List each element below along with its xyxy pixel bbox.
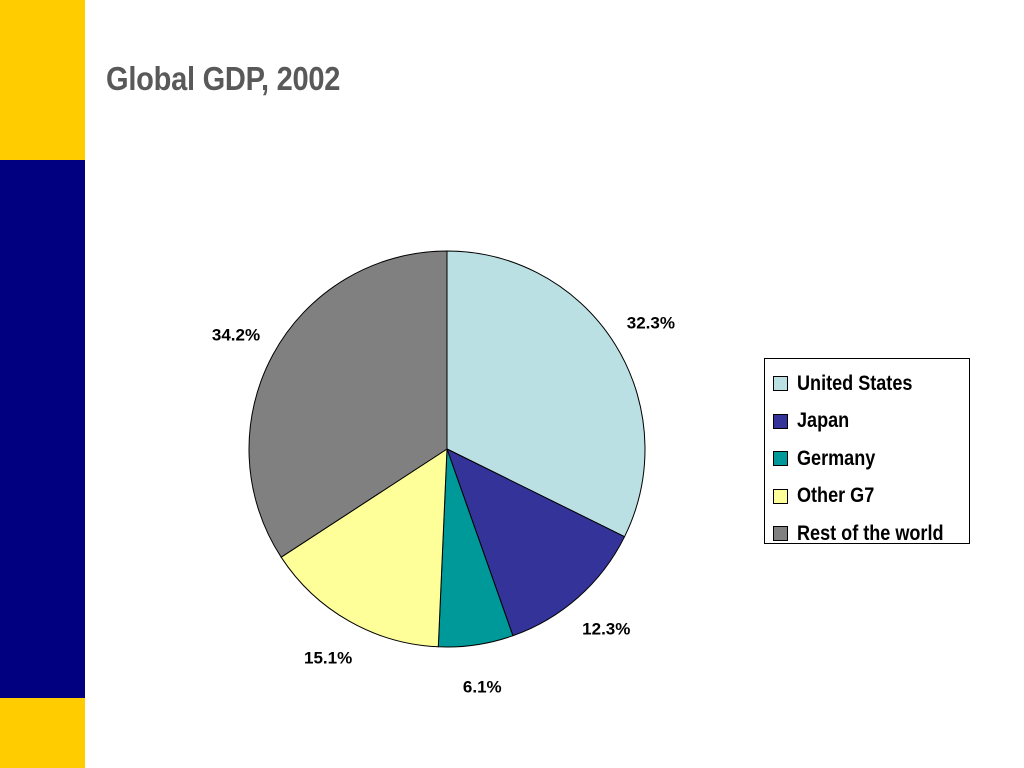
legend-swatch — [773, 413, 788, 429]
legend-label: Rest of the world — [797, 521, 944, 545]
pie-slice-japan — [446, 448, 626, 637]
legend-swatch — [773, 488, 788, 504]
legend-label: United States — [797, 371, 913, 395]
legend-label: Japan — [797, 409, 850, 433]
legend-swatch — [773, 526, 788, 542]
legend-label: Other G7 — [797, 484, 875, 508]
legend-item-other-g7: Other G7 — [773, 478, 969, 516]
data-label-united-states: 32.3% — [627, 313, 675, 332]
legend-item-germany: Germany — [773, 440, 969, 478]
chart-legend: United States Japan Germany Other G7 Rest of… — [764, 358, 970, 545]
pie-slice-other-g7 — [280, 448, 448, 648]
legend-item-united-states: United States — [773, 365, 969, 403]
pie-slice-rest-of-the-world — [248, 250, 448, 558]
legend-label: Germany — [797, 446, 876, 470]
slide-title: Global GDP, 2002 — [106, 60, 341, 97]
data-label-other-g7: 15.1% — [304, 648, 352, 667]
legend-item-rest-of-the-world: Rest of the world — [773, 515, 969, 553]
side-accent-middle — [0, 160, 85, 698]
legend-swatch — [773, 451, 788, 467]
data-label-germany: 6.1% — [463, 677, 502, 696]
data-label-japan: 12.3% — [582, 620, 630, 639]
side-accent-top — [0, 0, 85, 160]
legend-item-japan: Japan — [773, 403, 969, 441]
side-accent-bottom — [0, 698, 85, 768]
legend-swatch — [773, 376, 788, 392]
data-label-rest-of-the-world: 34.2% — [212, 326, 260, 345]
pie-slice-united-states — [446, 250, 646, 538]
